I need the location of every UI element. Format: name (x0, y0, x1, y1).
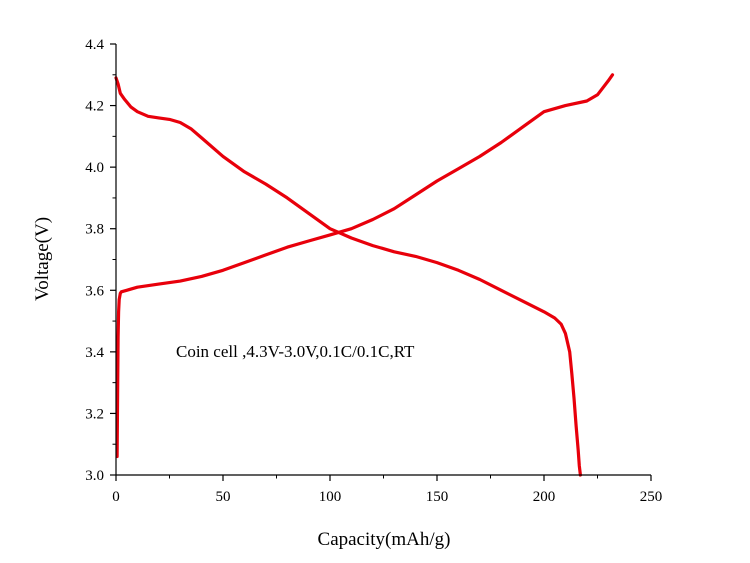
y-tick-label: 3.4 (85, 345, 104, 361)
axes (115, 44, 651, 476)
x-tick-label: 0 (112, 489, 120, 505)
y-tick-label: 3.0 (85, 468, 104, 484)
x-axis-label: Capacity(mAh/g) (318, 529, 451, 550)
plot-curves (114, 73, 615, 477)
series-line-1 (115, 73, 615, 459)
y-tick-label: 4.4 (85, 37, 104, 53)
x-tick-label: 250 (640, 489, 663, 505)
y-axis-label: Voltage(V) (32, 217, 53, 301)
y-tick-label: 4.0 (85, 160, 104, 176)
x-tick-label: 50 (216, 489, 231, 505)
y-tick-label: 3.6 (85, 283, 104, 299)
x-tick-label: 200 (533, 489, 556, 505)
x-ticks: 0 50 100 150 200 250 (112, 475, 662, 505)
y-ticks: 3.0 3.2 3.4 3.6 3.8 4.0 4.2 4.4 (85, 37, 116, 484)
y-tick-label: 3.8 (85, 222, 104, 238)
chart-annotation: Coin cell ,4.3V-3.0V,0.1C/0.1C,RT (176, 342, 415, 361)
x-tick-label: 100 (319, 489, 342, 505)
y-tick-label: 3.2 (85, 406, 104, 422)
y-tick-label: 4.2 (85, 99, 104, 115)
series-line-2 (114, 76, 582, 477)
x-tick-label: 150 (426, 489, 449, 505)
